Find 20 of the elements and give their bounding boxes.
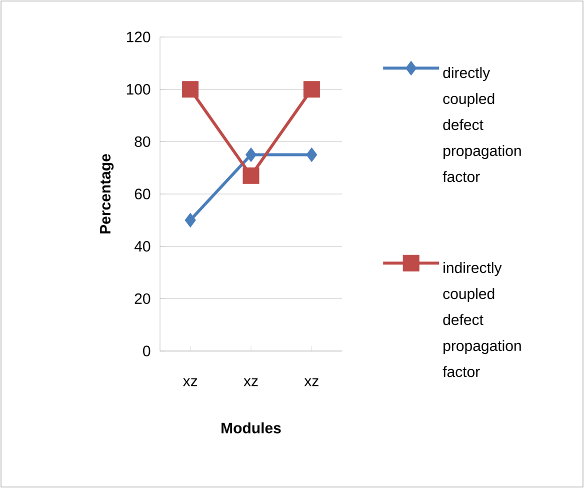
x-axis-title: Modules — [222, 422, 281, 434]
point — [184, 212, 196, 228]
y-tick-label: 120 — [126, 32, 150, 42]
y-tick-label: 0 — [143, 346, 150, 356]
point — [246, 148, 256, 162]
point — [303, 81, 320, 98]
legend-label: directly coupled defect propagation factor — [442, 67, 521, 182]
y-tick-label: 60 — [134, 188, 150, 200]
y-tick-label: 40 — [134, 241, 150, 252]
point — [306, 148, 318, 162]
y-tick-label: 100 — [126, 84, 150, 95]
legend-label: indirectly coupled defect propagation factor — [442, 262, 521, 378]
y-tick-label: 80 — [134, 136, 150, 147]
y-tick-label: 20 — [134, 293, 150, 304]
point — [182, 81, 199, 98]
point — [242, 167, 260, 184]
y-axis-title: Percentage — [100, 154, 114, 234]
x-tick-label: xz — [183, 378, 198, 386]
x-tick-label: xz — [244, 378, 258, 386]
x-tick-label: xz — [304, 378, 318, 386]
